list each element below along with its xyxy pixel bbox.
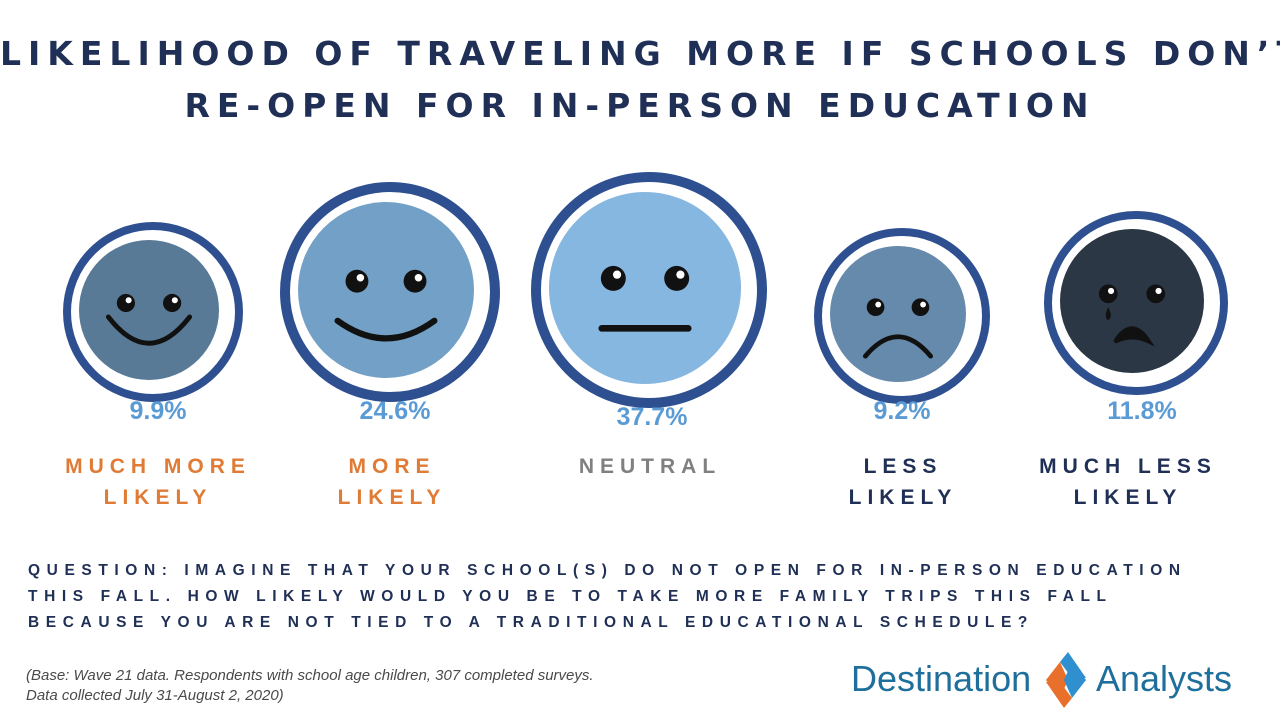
eye-highlight-more-likely-left bbox=[356, 273, 365, 282]
face-mouth-much-less-likely bbox=[1113, 326, 1155, 347]
destination-analysts-logo: Destination Analysts bbox=[848, 650, 1268, 712]
value-label-much-less-likely: 11.8% bbox=[1107, 397, 1177, 425]
category-label-line: LIKELY bbox=[1073, 486, 1183, 509]
survey-question-line-2: THIS FALL. HOW LIKELY WOULD YOU BE TO TA… bbox=[28, 588, 1113, 605]
eye-highlight-neutral-right bbox=[676, 270, 685, 279]
category-label-line: LESS bbox=[863, 455, 943, 478]
eye-highlight-more-likely-right bbox=[414, 273, 423, 282]
category-label-line: MUCH LESS bbox=[1039, 455, 1217, 478]
face-mouth-more-likely bbox=[334, 317, 438, 342]
category-label-line: MUCH MORE bbox=[65, 455, 251, 478]
face-tear-much-less-likely bbox=[1105, 307, 1111, 321]
logo-diamond-icon bbox=[1046, 652, 1086, 708]
eye-highlight-neutral-left bbox=[612, 270, 622, 279]
category-label-much-less-likely: MUCH LESS LIKELY bbox=[1008, 451, 1248, 513]
eye-much-more-likely-left bbox=[116, 293, 135, 313]
logo-word-analysts: Analysts bbox=[1096, 658, 1233, 699]
chart-title-line-2: RE-OPEN FOR IN-PERSON EDUCATION bbox=[184, 86, 1096, 125]
category-label-line: LIKELY bbox=[337, 486, 447, 509]
eye-neutral-left bbox=[600, 265, 626, 291]
survey-question-line-3: BECAUSE YOU ARE NOT TIED TO A TRADITIONA… bbox=[28, 614, 1034, 631]
eye-neutral-right bbox=[664, 265, 690, 291]
chart-title-line-1: LIKELIHOOD OF TRAVELING MORE IF SCHOOLS … bbox=[0, 34, 1280, 73]
face-ring-more-likely bbox=[280, 182, 500, 402]
survey-question: QUESTION: IMAGINE THAT YOUR SCHOOL(S) DO… bbox=[28, 558, 1268, 636]
face-disc-much-less-likely bbox=[1060, 229, 1204, 373]
eye-less-likely-left bbox=[866, 298, 885, 317]
category-label-less-likely: LESS LIKELY bbox=[783, 451, 1023, 513]
face-more-likely bbox=[280, 182, 500, 402]
eye-much-less-likely-left bbox=[1098, 284, 1118, 304]
category-label-much-more-likely: MUCH MORE LIKELY bbox=[38, 451, 278, 513]
face-disc-neutral bbox=[549, 192, 741, 384]
face-disc-more-likely bbox=[298, 202, 474, 378]
category-label-more-likely: MORE LIKELY bbox=[272, 451, 512, 513]
face-scale-chart bbox=[63, 172, 1228, 408]
face-ring-less-likely bbox=[814, 228, 990, 404]
eye-less-likely-right bbox=[911, 298, 930, 317]
face-ring-much-more-likely bbox=[63, 222, 243, 402]
eye-much-less-likely-right bbox=[1146, 284, 1166, 304]
face-much-less-likely bbox=[1044, 211, 1228, 395]
eye-highlight-less-likely-right bbox=[920, 301, 927, 308]
face-ring-much-less-likely bbox=[1044, 211, 1228, 395]
face-ring-neutral bbox=[531, 172, 767, 408]
face-mouth-less-likely bbox=[862, 334, 934, 359]
face-neutral bbox=[531, 172, 767, 408]
value-label-neutral: 37.7% bbox=[616, 403, 688, 431]
face-less-likely bbox=[814, 228, 990, 404]
eye-highlight-much-more-likely-left bbox=[125, 297, 132, 304]
category-label-line: MORE bbox=[348, 455, 436, 478]
logo-word-destination: Destination bbox=[851, 658, 1032, 699]
category-label-neutral: NEUTRAL bbox=[530, 451, 770, 482]
value-label-more-likely: 24.6% bbox=[359, 397, 431, 425]
category-label-line: NEUTRAL bbox=[578, 455, 722, 478]
eye-highlight-much-more-likely-right bbox=[171, 297, 178, 304]
eye-more-likely-left bbox=[345, 269, 369, 293]
face-disc-much-more-likely bbox=[79, 240, 219, 380]
face-much-more-likely bbox=[63, 222, 243, 402]
category-label-line: LIKELY bbox=[103, 486, 213, 509]
face-mouth-much-more-likely bbox=[105, 314, 193, 346]
chart-title: LIKELIHOOD OF TRAVELING MORE IF SCHOOLS … bbox=[0, 28, 1280, 132]
eye-highlight-less-likely-left bbox=[875, 301, 882, 308]
eye-much-more-likely-right bbox=[163, 293, 182, 313]
eye-more-likely-right bbox=[403, 269, 427, 293]
eye-highlight-much-less-likely-right bbox=[1155, 287, 1162, 295]
value-label-less-likely: 9.2% bbox=[873, 397, 931, 425]
base-note-line-2: Data collected July 31-August 2, 2020) bbox=[26, 687, 284, 704]
base-note: (Base: Wave 21 data. Respondents with sc… bbox=[26, 666, 594, 706]
base-note-line-1: (Base: Wave 21 data. Respondents with sc… bbox=[26, 667, 594, 684]
survey-question-line-1: QUESTION: IMAGINE THAT YOUR SCHOOL(S) DO… bbox=[28, 562, 1187, 579]
category-label-line: LIKELY bbox=[848, 486, 958, 509]
value-label-much-more-likely: 9.9% bbox=[129, 397, 187, 425]
face-disc-less-likely bbox=[830, 246, 966, 382]
eye-highlight-much-less-likely-left bbox=[1107, 287, 1115, 295]
